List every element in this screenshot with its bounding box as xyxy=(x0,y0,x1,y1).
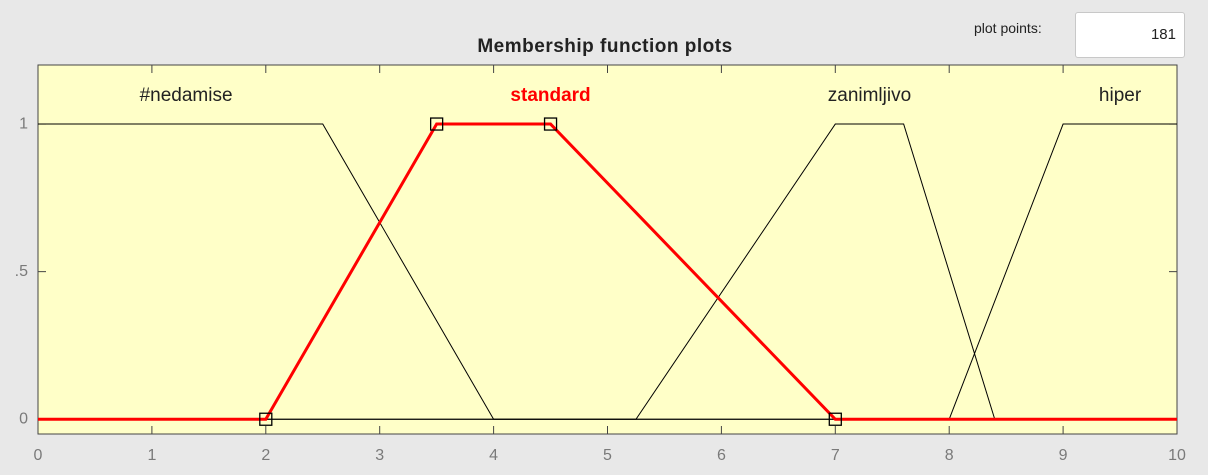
plot-points-label: plot points: xyxy=(974,20,1042,36)
x-tick-label: 7 xyxy=(831,447,840,464)
series-line xyxy=(38,122,1177,421)
plot-area xyxy=(37,64,1178,435)
vertex-marker xyxy=(543,117,558,131)
y-tick-label: 1 xyxy=(19,115,28,132)
y-tick-label: .5 xyxy=(15,263,28,280)
x-tick-label: 6 xyxy=(717,447,726,464)
series-label: #nedamise xyxy=(140,85,233,106)
x-tick-label: 8 xyxy=(945,447,954,464)
series-label: zanimljivo xyxy=(828,85,911,106)
x-tick-label: 2 xyxy=(261,447,270,464)
vertex-marker xyxy=(828,412,842,426)
series-line xyxy=(38,123,1177,420)
y-tick-label: 0 xyxy=(19,410,28,427)
x-tick-label: 1 xyxy=(147,447,156,464)
x-tick-label: 4 xyxy=(489,447,498,464)
chart-title: Membership function plots xyxy=(477,36,732,57)
x-tick-label: 0 xyxy=(34,447,43,464)
x-tick-label: 10 xyxy=(1168,447,1186,464)
vertex-marker xyxy=(259,412,273,426)
series-label: standard xyxy=(510,85,590,106)
x-tick-label: 9 xyxy=(1059,447,1068,464)
vertex-marker xyxy=(429,117,444,131)
x-tick-label: 3 xyxy=(375,447,384,464)
plot-points-input[interactable]: 181 xyxy=(1075,12,1185,58)
x-tick-label: 5 xyxy=(603,447,612,464)
series-label: hiper xyxy=(1099,85,1142,106)
